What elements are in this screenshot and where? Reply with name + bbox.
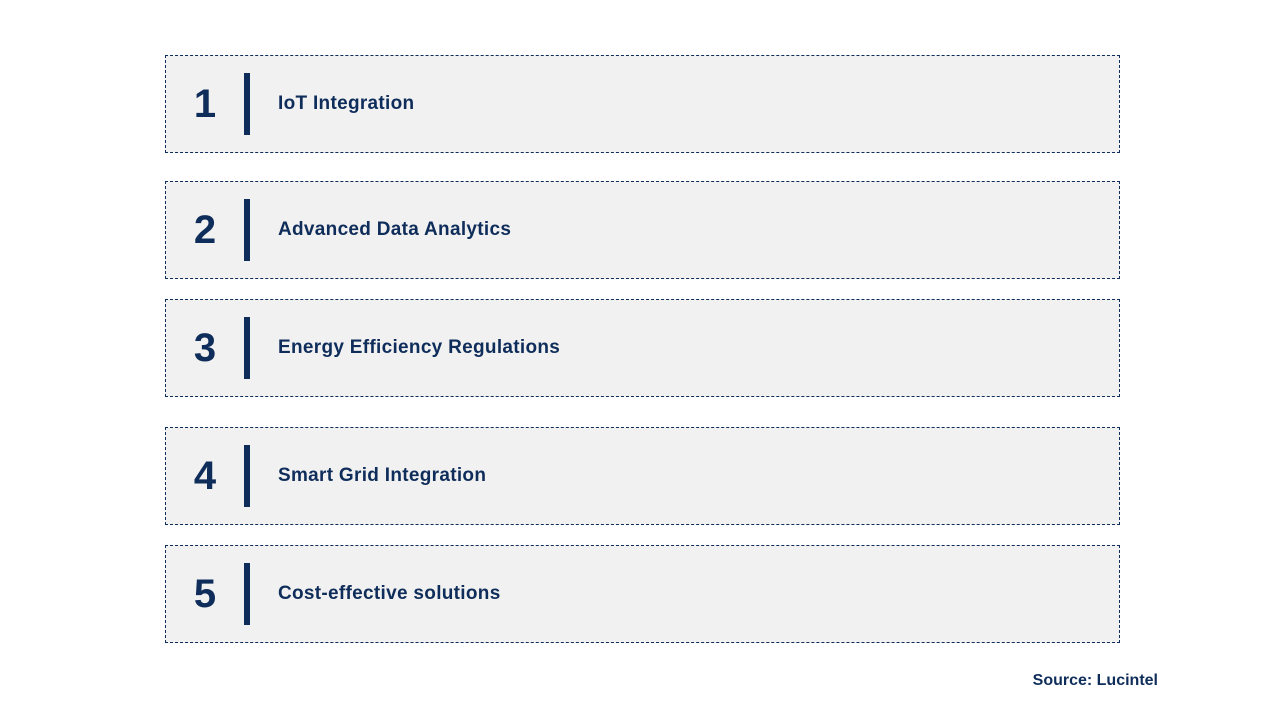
numbered-list-container: 1 IoT Integration 2 Advanced Data Analyt… (165, 55, 1120, 671)
list-item-1: 1 IoT Integration (165, 55, 1120, 153)
item-label: Advanced Data Analytics (278, 219, 511, 241)
source-attribution: Source: Lucintel (1033, 672, 1158, 690)
item-number: 5 (166, 572, 244, 617)
item-divider (244, 563, 250, 625)
item-number: 3 (166, 326, 244, 371)
item-number: 2 (166, 208, 244, 253)
item-divider (244, 199, 250, 261)
item-label: Cost-effective solutions (278, 583, 501, 605)
item-number: 4 (166, 454, 244, 499)
item-label: Energy Efficiency Regulations (278, 337, 560, 359)
item-number: 1 (166, 82, 244, 127)
list-item-3: 3 Energy Efficiency Regulations (165, 299, 1120, 397)
item-label: Smart Grid Integration (278, 465, 486, 487)
list-item-4: 4 Smart Grid Integration (165, 427, 1120, 525)
item-divider (244, 445, 250, 507)
item-divider (244, 73, 250, 135)
item-divider (244, 317, 250, 379)
list-item-5: 5 Cost-effective solutions (165, 545, 1120, 643)
item-label: IoT Integration (278, 93, 414, 115)
list-item-2: 2 Advanced Data Analytics (165, 181, 1120, 279)
